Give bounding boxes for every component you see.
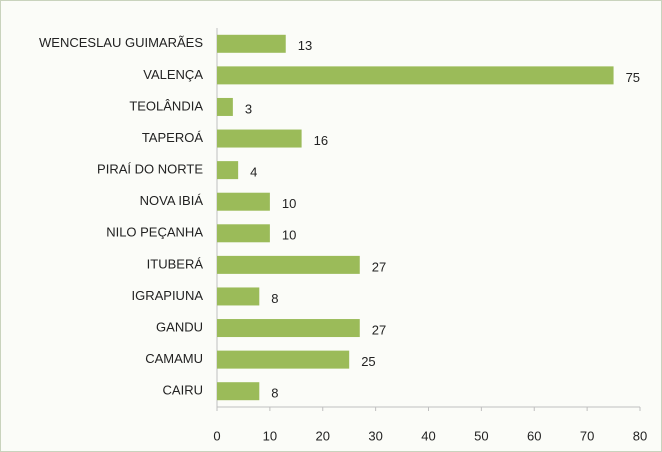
y-tick-label: WENCESLAU GUIMARÃES xyxy=(39,35,203,50)
data-label: 13 xyxy=(298,38,312,53)
x-tick-label: 0 xyxy=(213,428,220,443)
y-tick-label: IGRAPIUNA xyxy=(131,288,203,303)
data-label: 3 xyxy=(245,101,252,116)
data-label: 16 xyxy=(314,133,328,148)
x-tick-label: 30 xyxy=(368,428,382,443)
bar xyxy=(217,319,360,338)
bar xyxy=(217,161,239,180)
bar xyxy=(217,382,260,401)
x-tick-label: 80 xyxy=(633,428,647,443)
bar xyxy=(217,255,360,274)
x-tick-label: 60 xyxy=(527,428,541,443)
bar xyxy=(217,97,233,116)
y-tick-label: NILO PEÇANHA xyxy=(106,225,203,240)
data-label: 27 xyxy=(372,322,386,337)
x-tick-label: 70 xyxy=(580,428,594,443)
bar xyxy=(217,224,270,243)
y-tick-label: TAPEROÁ xyxy=(142,130,203,145)
y-tick-label: TEOLÂNDIA xyxy=(129,98,203,113)
bar xyxy=(217,66,614,85)
bar xyxy=(217,192,270,211)
bar xyxy=(217,129,302,148)
y-tick-label: PIRAÍ DO NORTE xyxy=(97,162,203,177)
x-tick-label: 20 xyxy=(316,428,330,443)
data-label: 10 xyxy=(282,228,296,243)
bar xyxy=(217,34,286,53)
y-tick-label: CAMAMU xyxy=(145,351,203,366)
y-tick-label: CAIRU xyxy=(163,383,203,398)
x-tick-label: 50 xyxy=(474,428,488,443)
y-tick-label: ITUBERÁ xyxy=(147,256,204,271)
data-label: 27 xyxy=(372,259,386,274)
data-label: 4 xyxy=(250,165,257,180)
data-label: 8 xyxy=(271,291,278,306)
data-label: 75 xyxy=(626,70,640,85)
x-tick-label: 40 xyxy=(421,428,435,443)
y-tick-label: VALENÇA xyxy=(143,67,203,82)
bar xyxy=(217,287,260,306)
data-label: 10 xyxy=(282,196,296,211)
y-tick-label: GANDU xyxy=(156,319,203,334)
y-tick-label: NOVA IBIÁ xyxy=(140,193,204,208)
bar xyxy=(217,350,350,369)
data-label: 25 xyxy=(361,354,375,369)
x-tick-label: 10 xyxy=(263,428,277,443)
data-label: 8 xyxy=(271,386,278,401)
